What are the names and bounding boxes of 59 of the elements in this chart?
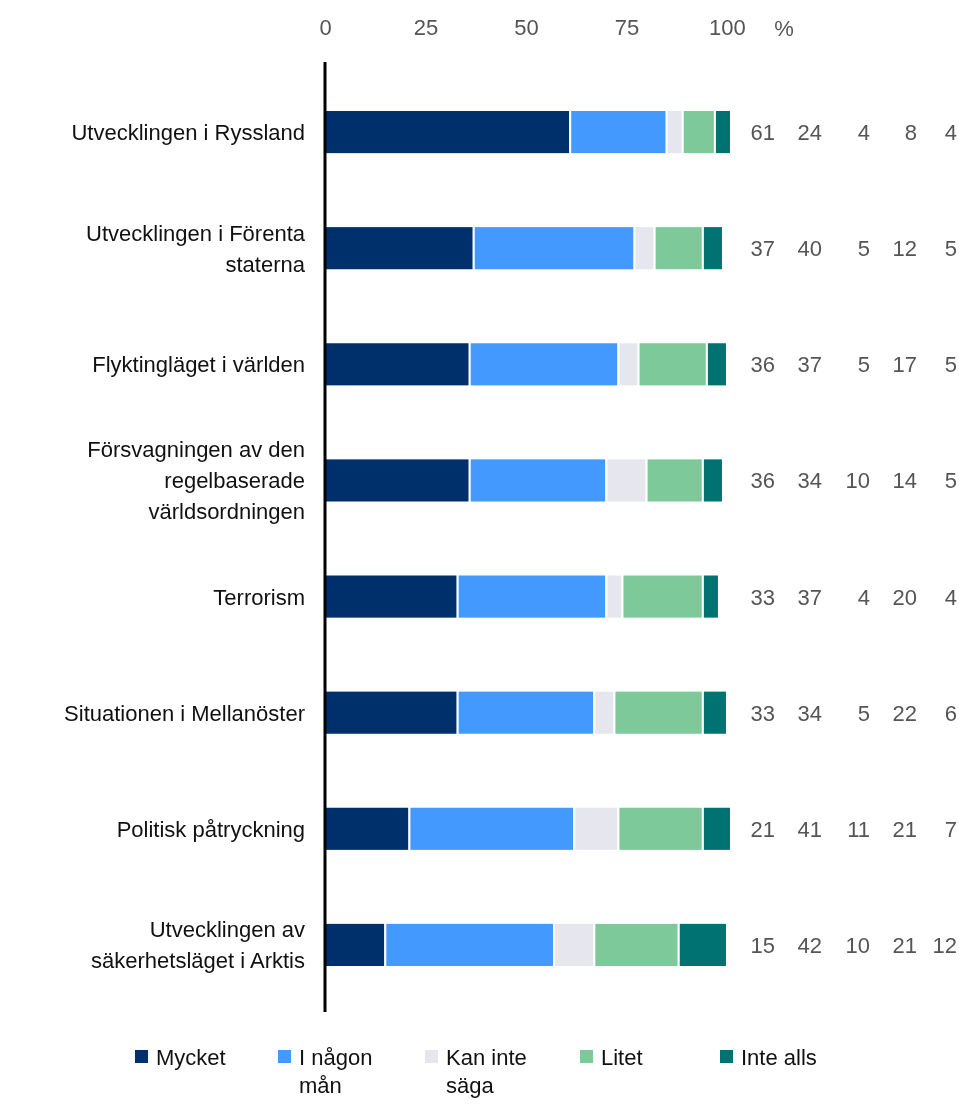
data-label: 7 <box>944 816 957 842</box>
y-tick-label: Utvecklingen av säkerhetsläget i Arktis <box>91 917 305 974</box>
data-label: 20 <box>892 584 917 610</box>
data-label: 10 <box>845 932 870 958</box>
data-label: 5 <box>944 236 957 262</box>
legend-label: I någon mån <box>299 1045 373 1098</box>
data-label: 4 <box>857 120 870 146</box>
y-tick-label: Situationen i Mellanöster <box>64 700 305 726</box>
data-label: 22 <box>892 700 917 726</box>
data-label: 5 <box>857 700 870 726</box>
y-tick-label: Försvagningen av den regelbaserade världsordningen <box>87 437 305 525</box>
data-label: 21 <box>892 932 917 958</box>
data-label: 36 <box>750 468 775 494</box>
data-label: 37 <box>797 352 822 378</box>
data-label: 21 <box>892 816 917 842</box>
data-label: 15 <box>750 932 775 958</box>
y-tick-label: Politisk påtryckning <box>116 816 305 842</box>
data-label: 34 <box>797 468 822 494</box>
x-tick-label: 0 <box>319 15 332 40</box>
y-tick-label: Utvecklingen i Ryssland <box>71 120 305 146</box>
data-label: 5 <box>857 352 870 378</box>
y-tick-label: Utvecklingen i Förenta staterna <box>86 220 306 277</box>
data-label: 37 <box>750 236 775 262</box>
data-label: 4 <box>857 584 870 610</box>
data-label: 5 <box>944 468 957 494</box>
data-label: 17 <box>892 352 917 378</box>
data-label: 12 <box>932 932 957 958</box>
x-axis-title: % <box>774 16 794 41</box>
data-label: 36 <box>750 352 775 378</box>
x-tick-label: 50 <box>514 15 539 40</box>
data-label: 61 <box>750 120 775 146</box>
y-tick-label: Flyktingläget i världen <box>92 352 305 378</box>
data-label: 21 <box>750 816 775 842</box>
y-tick-label: Terrorism <box>213 584 305 610</box>
data-label: 37 <box>797 584 822 610</box>
legend-label: Litet <box>601 1045 643 1070</box>
data-label: 8 <box>904 120 917 146</box>
legend-label: Mycket <box>156 1045 226 1070</box>
data-label: 33 <box>750 584 775 610</box>
data-label: 4 <box>944 584 957 610</box>
data-label: 11 <box>847 816 870 842</box>
data-label: 34 <box>797 700 822 726</box>
data-label: 5 <box>857 236 870 262</box>
data-label: 5 <box>944 352 957 378</box>
legend-label: Kan inte säga <box>446 1045 527 1098</box>
data-label: 12 <box>892 236 917 262</box>
data-label: 42 <box>797 932 822 958</box>
data-label: 41 <box>797 816 822 842</box>
data-label: 4 <box>944 120 957 146</box>
data-label: 6 <box>944 700 957 726</box>
data-label: 33 <box>750 700 775 726</box>
data-label: 24 <box>797 120 822 146</box>
data-label: 40 <box>797 236 822 262</box>
data-label: 14 <box>892 468 917 494</box>
x-tick-label: 100 <box>709 15 746 40</box>
x-tick-label: 25 <box>413 15 439 40</box>
x-tick-label: 75 <box>614 15 640 40</box>
data-label: 10 <box>845 468 870 494</box>
legend-label: Inte alls <box>741 1045 817 1070</box>
